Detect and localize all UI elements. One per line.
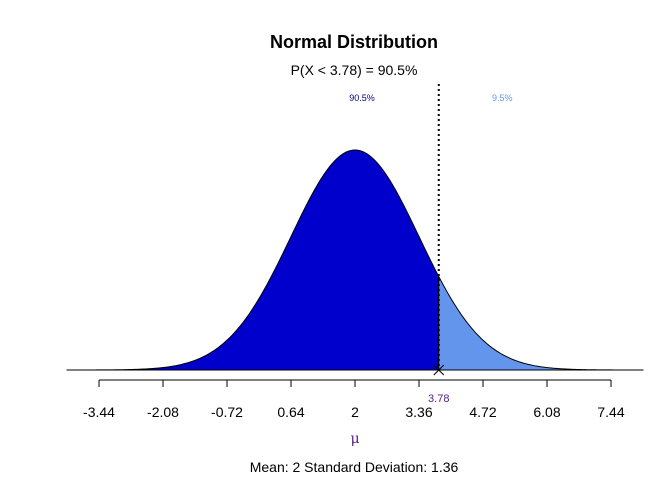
right-tail-area [438,276,644,371]
cutoff-marker [433,364,445,376]
left-percent-label: 90.5% [349,93,375,103]
x-tick-label: 4.72 [469,404,496,420]
x-tick-label: 0.64 [277,404,304,420]
chart-subtitle: P(X < 3.78) = 90.5% [291,62,418,78]
x-tick-label: 7.44 [597,404,624,420]
x-tick-label: 3.36 [405,404,432,420]
x-tick-label: 6.08 [533,404,560,420]
chart-title: Normal Distribution [270,32,438,52]
x-axis-label: μ [350,431,359,447]
x-tick-label: 2 [351,404,359,420]
density-areas [66,149,644,371]
right-percent-label: 9.5% [492,93,513,103]
x-tick-label: -0.72 [211,404,243,420]
x-tick-label: -3.44 [83,404,115,420]
x-axis: -3.44 -2.08 -0.72 0.64 2 3.36 4.72 6.08 7.44 [83,379,625,420]
chart-footer: Mean: 2 Standard Deviation: 1.36 [250,459,459,475]
cutoff-value-label: 3.78 [428,393,449,405]
left-tail-area [66,149,440,371]
x-tick-label: -2.08 [147,404,179,420]
